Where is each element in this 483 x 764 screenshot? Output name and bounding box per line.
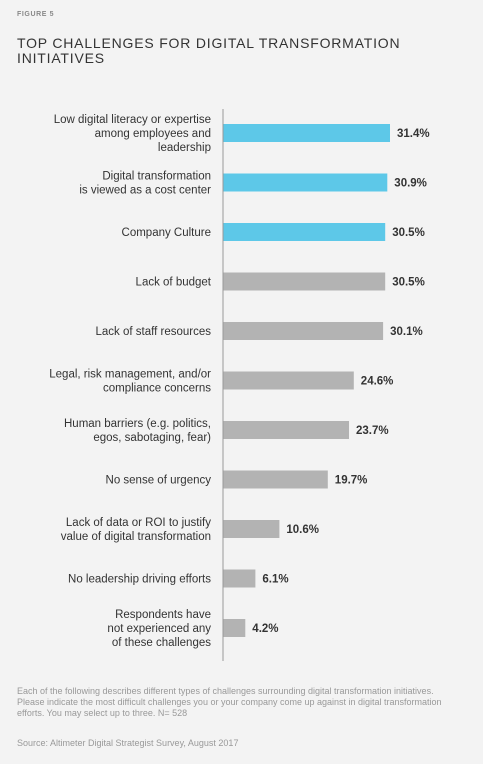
data-label: 30.1% bbox=[390, 326, 423, 338]
bar bbox=[223, 421, 349, 439]
data-label: 24.6% bbox=[361, 376, 394, 388]
data-label: 4.2% bbox=[252, 623, 278, 635]
category-label: No sense of urgency bbox=[106, 475, 212, 487]
data-label: 19.7% bbox=[335, 475, 368, 487]
data-label: 31.4% bbox=[397, 128, 430, 140]
bar bbox=[223, 371, 354, 390]
data-label: 10.6% bbox=[286, 524, 319, 536]
category-label: No leadership driving efforts bbox=[68, 574, 211, 586]
category-label: Lack of data or ROI to justify value of d… bbox=[61, 517, 211, 543]
category-label: Low digital literacy or expertise among e… bbox=[54, 114, 211, 154]
data-label: 30.5% bbox=[392, 227, 425, 239]
source-line: Source: Altimeter Digital Strategist Sur… bbox=[17, 738, 239, 748]
bar bbox=[223, 124, 390, 142]
data-label: 23.7% bbox=[356, 425, 389, 437]
survey-note: Each of the following describes differen… bbox=[17, 686, 442, 718]
category-label: Lack of staff resources bbox=[96, 326, 212, 338]
bar bbox=[223, 322, 384, 340]
data-label: 30.9% bbox=[394, 178, 427, 190]
category-label: Digital transformation is viewed as a cos… bbox=[79, 171, 211, 197]
category-label: Human barriers (e.g. politics, egos, sabo… bbox=[64, 418, 211, 444]
bar bbox=[223, 272, 386, 291]
figure-label: FIGURE 5 bbox=[17, 11, 55, 18]
data-label: 6.1% bbox=[262, 574, 288, 586]
category-label: Company Culture bbox=[122, 227, 211, 239]
bar bbox=[223, 223, 386, 241]
bar bbox=[223, 569, 256, 588]
bar bbox=[223, 619, 246, 637]
bar bbox=[223, 520, 280, 538]
chart-title: TOP CHALLENGES FOR DIGITAL TRANSFORMATIO… bbox=[17, 35, 401, 66]
category-label: Lack of budget bbox=[136, 277, 212, 289]
category-label: Respondents have not experienced any of th… bbox=[107, 609, 211, 649]
bar bbox=[223, 470, 328, 489]
category-label: Legal, risk management, and/or compliance… bbox=[49, 369, 211, 395]
bar bbox=[223, 173, 388, 192]
data-label: 30.5% bbox=[392, 277, 425, 289]
